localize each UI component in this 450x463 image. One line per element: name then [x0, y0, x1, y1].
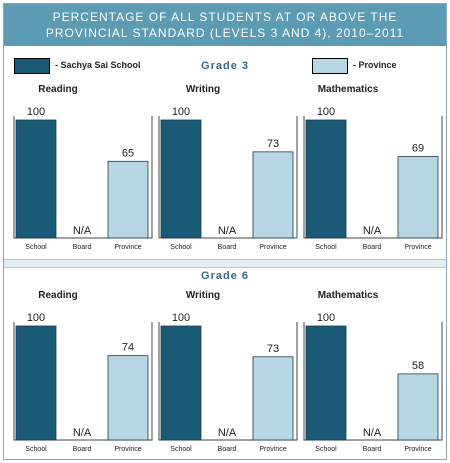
category-label-province: Province [404, 244, 431, 251]
grade-6-title: Grade 6 [201, 270, 249, 282]
legend: - Sachya Sai School - Province [4, 54, 446, 80]
header-title-line-1: PERCENTAGE OF ALL STUDENTS AT OR ABOVE T… [52, 10, 398, 24]
value-label-province: 58 [412, 360, 424, 372]
chart-title: Mathematics [318, 290, 379, 301]
value-label-province: 73 [267, 138, 279, 150]
category-label-school: School [170, 244, 192, 251]
value-label-board: N/A [218, 427, 237, 439]
chart-grade6-writing: Writing 100 School N/A Board 73 Province [158, 290, 298, 453]
chart-title: Writing [186, 84, 220, 95]
plot-frame [303, 116, 443, 239]
chart-title: Reading [38, 84, 77, 95]
value-label-province: 73 [267, 343, 279, 355]
value-label-school: 100 [27, 106, 45, 118]
legend-swatch-province [312, 58, 348, 74]
bar-school [305, 325, 347, 441]
report-figure: PERCENTAGE OF ALL STUDENTS AT OR ABOVE T… [3, 3, 447, 460]
bar-school [15, 119, 57, 239]
category-label-province: Province [114, 244, 141, 251]
category-label-board: Board [73, 244, 92, 251]
value-label-board: N/A [363, 427, 382, 439]
value-label-school: 100 [172, 312, 190, 324]
bar-province [107, 355, 149, 441]
chart-title: Writing [186, 290, 220, 301]
value-label-board: N/A [218, 225, 237, 237]
category-label-board: Board [73, 446, 92, 453]
legend-label-school: - Sachya Sai School [55, 60, 141, 70]
value-label-school: 100 [317, 312, 335, 324]
header-banner: PERCENTAGE OF ALL STUDENTS AT OR ABOVE T… [4, 4, 446, 46]
category-label-province: Province [114, 446, 141, 453]
chart-grade6-reading: Reading 100 School N/A Board 74 Province [13, 290, 153, 453]
bar-school [160, 119, 202, 239]
grade-3-title: Grade 3 [201, 60, 249, 72]
chart-grade3-writing: Writing 100 School N/A Board 73 Province [158, 84, 298, 251]
category-label-school: School [315, 446, 337, 453]
value-label-province: 69 [412, 143, 424, 155]
value-label-board: N/A [73, 427, 92, 439]
plot-frame [158, 116, 298, 239]
bar-province [397, 156, 439, 239]
category-label-school: School [25, 446, 47, 453]
chart-grade6-mathematics: Mathematics 100 School N/A Board 58 Province [303, 290, 443, 453]
plot-frame [303, 322, 443, 441]
value-label-province: 65 [122, 147, 134, 159]
bar-province [252, 356, 294, 441]
category-label-school: School [315, 244, 337, 251]
bar-province [397, 373, 439, 441]
category-label-board: Board [363, 244, 382, 251]
bar-province [252, 151, 294, 239]
category-label-province: Province [259, 244, 286, 251]
header-title-line-2: PROVINCIAL STANDARD (LEVELS 3 AND 4), 20… [45, 26, 405, 40]
plot-frame [13, 116, 153, 239]
legend-swatch-school [14, 58, 50, 74]
bar-province [107, 160, 149, 239]
category-label-province: Province [259, 446, 286, 453]
plot-frame [158, 322, 298, 441]
chart-title: Mathematics [318, 84, 379, 95]
category-label-board: Board [218, 446, 237, 453]
grade-divider [4, 259, 446, 268]
plot-frame [13, 322, 153, 441]
category-label-school: School [25, 244, 47, 251]
value-label-school: 100 [172, 106, 190, 118]
category-label-province: Province [404, 446, 431, 453]
category-label-school: School [170, 446, 192, 453]
bar-school [305, 119, 347, 239]
value-label-school: 100 [317, 106, 335, 118]
category-label-board: Board [218, 244, 237, 251]
category-label-board: Board [363, 446, 382, 453]
chart-grade3-reading: Reading 100 School N/A Board 65 Province [13, 84, 153, 251]
legend-label-province: - Province [353, 60, 397, 70]
value-label-province: 74 [122, 342, 134, 354]
chart-title: Reading [38, 290, 77, 301]
value-label-board: N/A [363, 225, 382, 237]
value-label-board: N/A [73, 225, 92, 237]
bar-school [15, 325, 57, 441]
value-label-school: 100 [27, 312, 45, 324]
bar-school [160, 325, 202, 441]
chart-grade3-mathematics: Mathematics 100 School N/A Board 69 Province [303, 84, 443, 251]
